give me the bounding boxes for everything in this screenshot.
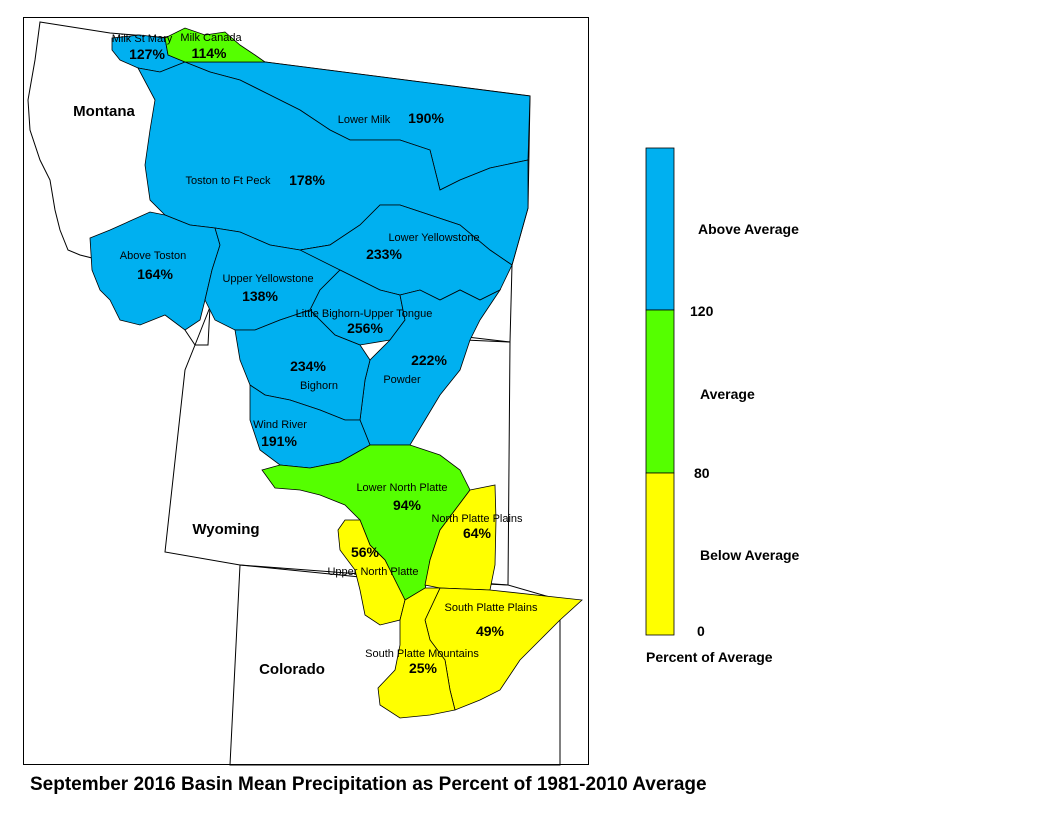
legend-break-120: 120 bbox=[690, 303, 714, 319]
basin-name-milk-st-mary: Milk St Mary bbox=[112, 33, 173, 45]
legend-swatch-above bbox=[645, 147, 675, 311]
basin-pct-upper-yellowstone: 138% bbox=[242, 288, 278, 304]
basin-pct-lower-north-platte: 94% bbox=[393, 497, 422, 513]
legend-label-above: Above Average bbox=[698, 221, 799, 237]
basin-upper-north-platte bbox=[337, 519, 406, 626]
basin-name-milk-canada: Milk Canada bbox=[180, 32, 242, 44]
legend-swatch-average bbox=[645, 309, 675, 474]
basin-name-south-platte-mountains: South Platte Mountains bbox=[365, 648, 479, 660]
basin-pct-lower-yellowstone: 233% bbox=[366, 246, 402, 262]
basin-name-powder: Powder bbox=[383, 374, 421, 386]
basin-name-bighorn: Bighorn bbox=[300, 380, 338, 392]
basin-name-north-platte-plains: North Platte Plains bbox=[431, 513, 523, 525]
basin-milk-canada bbox=[164, 27, 267, 63]
basin-south-platte-mountains bbox=[377, 587, 456, 719]
basin-pct-milk-st-mary: 127% bbox=[129, 46, 165, 62]
basin-pct-bighorn: 234% bbox=[290, 358, 326, 374]
basin-pct-toston-ft-peck: 178% bbox=[289, 172, 325, 188]
basin-pct-above-toston: 164% bbox=[137, 266, 173, 282]
basin-above-toston bbox=[89, 211, 221, 331]
legend-break-80: 80 bbox=[694, 465, 710, 481]
basin-name-toston-ft-peck: Toston to Ft Peck bbox=[186, 175, 271, 187]
basin-name-upper-north-platte: Upper North Platte bbox=[327, 566, 418, 578]
wyoming-outline bbox=[164, 306, 511, 586]
basin-pct-south-platte-mountains: 25% bbox=[409, 660, 438, 676]
basin-name-south-platte-plains: South Platte Plains bbox=[445, 602, 538, 614]
basin-name-lower-north-platte: Lower North Platte bbox=[356, 482, 447, 494]
legend-break-0: 0 bbox=[697, 623, 705, 639]
map-title: September 2016 Basin Mean Precipitation … bbox=[30, 774, 707, 795]
basin-pct-powder: 222% bbox=[411, 352, 447, 368]
basin-pct-wind-river: 191% bbox=[261, 433, 297, 449]
basin-pct-little-bighorn: 256% bbox=[347, 320, 383, 336]
state-label-wyoming: Wyoming bbox=[192, 521, 259, 538]
basin-name-little-bighorn: Little Bighorn-Upper Tongue bbox=[296, 308, 433, 320]
basin-name-lower-yellowstone: Lower Yellowstone bbox=[388, 232, 479, 244]
legend-label-average: Average bbox=[700, 386, 755, 402]
legend-colorbar bbox=[645, 147, 675, 636]
legend-label-below: Below Average bbox=[700, 547, 800, 563]
basin-pct-north-platte-plains: 64% bbox=[463, 525, 492, 541]
basin-name-above-toston: Above Toston bbox=[120, 250, 186, 262]
basin-pct-lower-milk: 190% bbox=[408, 110, 444, 126]
basin-pct-upper-north-platte: 56% bbox=[351, 544, 380, 560]
state-label-colorado: Colorado bbox=[259, 661, 325, 678]
legend-swatch-below bbox=[645, 472, 675, 636]
basin-name-lower-milk: Lower Milk bbox=[338, 114, 391, 126]
basin-name-upper-yellowstone: Upper Yellowstone bbox=[222, 273, 313, 285]
basin-pct-milk-canada: 114% bbox=[191, 45, 227, 61]
basin-pct-south-platte-plains: 49% bbox=[476, 623, 505, 639]
state-label-montana: Montana bbox=[73, 103, 135, 120]
legend-title: Percent of Average bbox=[646, 649, 773, 665]
basin-name-wind-river: Wind River bbox=[253, 419, 307, 431]
